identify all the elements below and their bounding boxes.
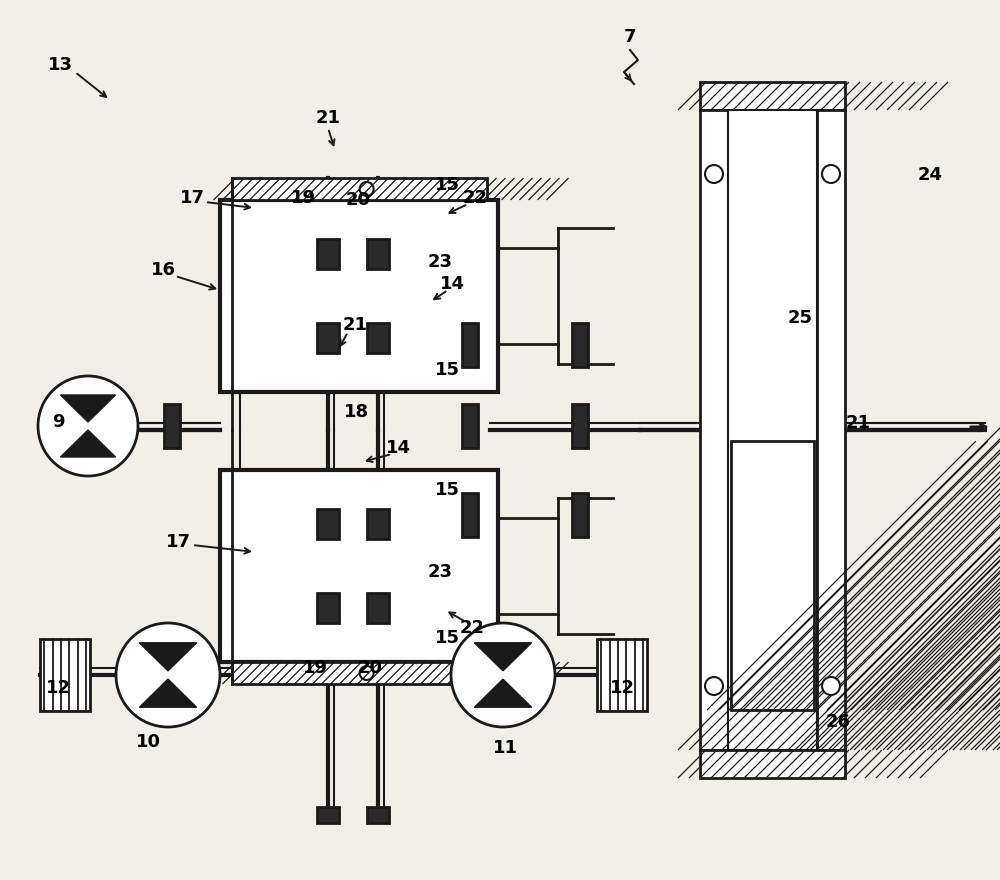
Bar (367, 807, 389, 823)
Bar (164, 404, 180, 448)
Text: 7: 7 (624, 28, 636, 46)
Bar (462, 323, 478, 367)
Bar (367, 593, 389, 623)
Bar (367, 238, 389, 268)
Text: 26: 26 (826, 713, 850, 731)
Text: 17: 17 (180, 189, 205, 207)
Circle shape (822, 165, 840, 183)
Bar (728, 110, 817, 750)
Polygon shape (139, 642, 197, 671)
Bar (572, 404, 588, 448)
Polygon shape (60, 430, 116, 457)
Text: 21: 21 (846, 414, 870, 432)
Text: 12: 12 (46, 679, 70, 697)
Circle shape (451, 623, 555, 727)
Polygon shape (139, 679, 197, 708)
Bar (317, 807, 339, 823)
Bar (40, 639, 90, 711)
Text: 15: 15 (434, 361, 460, 379)
Text: 12: 12 (610, 679, 635, 697)
Text: 22: 22 (462, 189, 488, 207)
Bar (367, 509, 389, 539)
Text: 11: 11 (492, 739, 518, 757)
Bar (220, 470, 498, 662)
Text: 21: 21 (316, 109, 340, 127)
Circle shape (822, 677, 840, 695)
Bar (700, 750, 845, 778)
Text: 17: 17 (166, 533, 190, 551)
Text: 16: 16 (150, 261, 176, 279)
Text: 20: 20 (358, 659, 382, 677)
Text: 15: 15 (434, 176, 460, 194)
Text: 9: 9 (52, 413, 64, 431)
Text: 22: 22 (460, 619, 484, 637)
Text: 15: 15 (434, 629, 460, 647)
Bar (220, 200, 498, 392)
Text: 24: 24 (918, 166, 942, 184)
Bar (232, 178, 486, 200)
Text: 19: 19 (302, 659, 328, 677)
Bar (317, 593, 339, 623)
Text: 23: 23 (428, 563, 452, 581)
Text: 14: 14 (386, 439, 411, 457)
Circle shape (705, 677, 723, 695)
Text: 15: 15 (434, 481, 460, 499)
Bar (700, 110, 728, 750)
Text: 20: 20 (346, 191, 370, 209)
Text: 23: 23 (428, 253, 452, 271)
Polygon shape (474, 679, 532, 708)
Bar (367, 323, 389, 353)
Circle shape (38, 376, 138, 476)
Bar (817, 110, 845, 750)
Bar (462, 404, 478, 448)
Bar (597, 639, 647, 711)
Text: 13: 13 (48, 56, 72, 74)
Text: 25: 25 (788, 309, 812, 327)
Circle shape (116, 623, 220, 727)
Bar (572, 493, 588, 537)
Bar (731, 441, 814, 710)
Text: 19: 19 (290, 189, 316, 207)
Polygon shape (60, 395, 116, 422)
Bar (317, 238, 339, 268)
Text: 10: 10 (136, 733, 160, 751)
Bar (232, 662, 486, 684)
Bar (572, 323, 588, 367)
Polygon shape (474, 642, 532, 671)
Circle shape (705, 165, 723, 183)
Bar (700, 82, 845, 110)
Text: 14: 14 (440, 275, 464, 293)
Bar (462, 493, 478, 537)
Text: 18: 18 (344, 403, 370, 421)
Text: 21: 21 (342, 316, 368, 334)
Bar (317, 323, 339, 353)
Bar (317, 509, 339, 539)
